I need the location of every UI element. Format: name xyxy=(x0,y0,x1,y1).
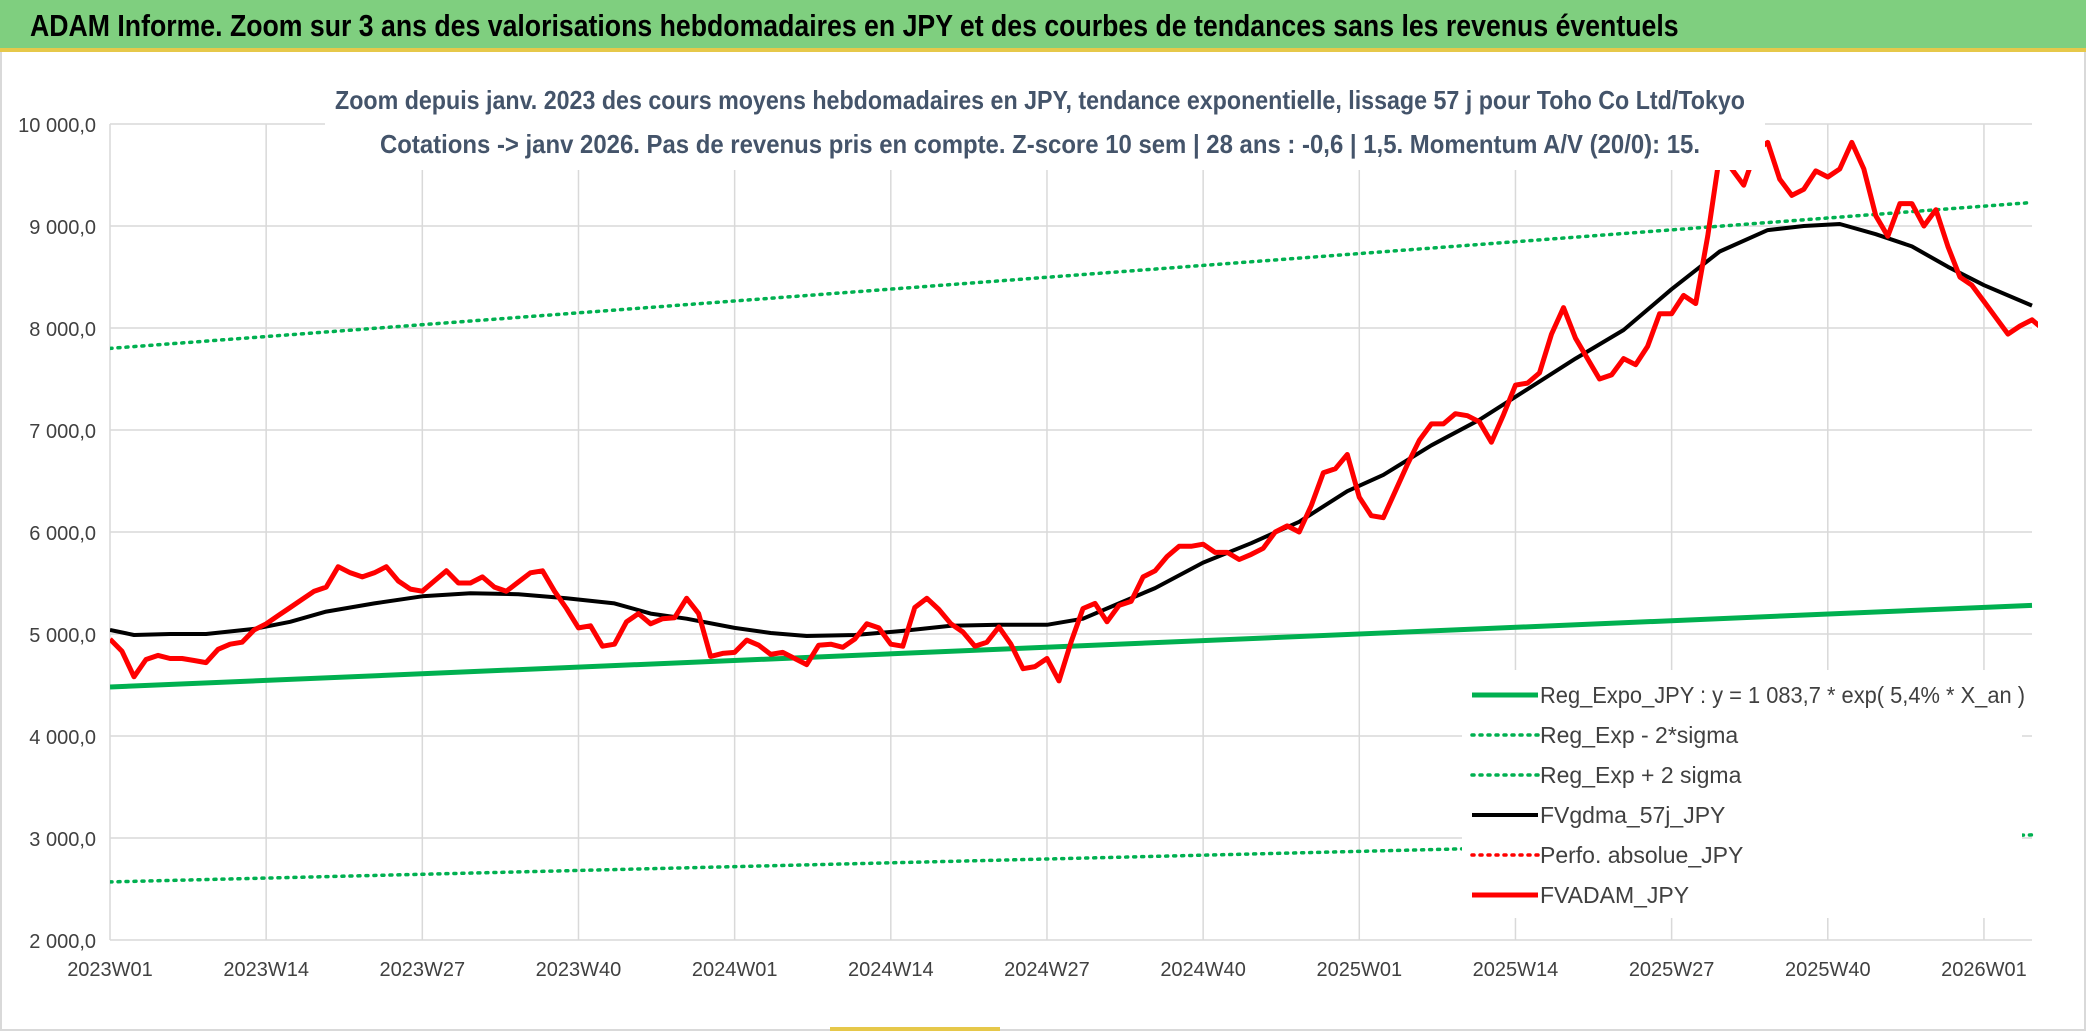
chart-title-line-2: Cotations -> janv 2026. Pas de revenus p… xyxy=(380,129,1700,159)
y-tick-label: 5 000,0 xyxy=(29,625,96,647)
x-tick-label: 2025W01 xyxy=(1316,959,1402,981)
chart-title-line-1: Zoom depuis janv. 2023 des cours moyens … xyxy=(335,85,1745,115)
y-tick-label: 3 000,0 xyxy=(29,829,96,851)
y-tick-label: 4 000,0 xyxy=(29,727,96,749)
x-tick-label: 2023W14 xyxy=(223,959,309,981)
banner-title: ADAM Informe. Zoom sur 3 ans des valoris… xyxy=(30,8,1679,43)
x-tick-label: 2024W01 xyxy=(692,959,778,981)
axis-labels: 2 000,0 3 000,0 4 000,0 5 000,0 6 000,0 7 000… xyxy=(18,115,2027,981)
y-tick-label: 9 000,0 xyxy=(29,217,96,239)
y-tick-label: 10 000,0 xyxy=(18,115,96,137)
bottom-accent-mark xyxy=(830,1027,1000,1031)
legend-entry-label: Reg_Expo_JPY : y = 1 083,7 * exp( 5,4% *… xyxy=(1540,682,2025,708)
x-tick-label: 2026W01 xyxy=(1941,959,2027,981)
legend-entry-label: Reg_Exp + 2 sigma xyxy=(1540,762,1742,788)
chart-title-block: Zoom depuis janv. 2023 des cours moyens … xyxy=(325,76,1765,170)
x-tick-label: 2024W27 xyxy=(1004,959,1090,981)
legend-entry-label: Reg_Exp - 2*sigma xyxy=(1540,722,1738,748)
legend-background xyxy=(1462,670,2022,918)
legend-entry-label: Perfo. absolue_JPY xyxy=(1540,842,1743,868)
legend-entry-label: FVgdma_57j_JPY xyxy=(1540,802,1725,828)
series-line-3 xyxy=(110,222,2033,638)
header-banner: ADAM Informe. Zoom sur 3 ans des valoris… xyxy=(0,0,2086,52)
x-tick-label: 2024W14 xyxy=(848,959,934,981)
y-tick-label: 7 000,0 xyxy=(29,421,96,443)
y-tick-label: 2 000,0 xyxy=(29,931,96,953)
y-tick-label: 6 000,0 xyxy=(29,523,96,545)
x-tick-label: 2024W40 xyxy=(1160,959,1246,981)
x-tick-label: 2025W40 xyxy=(1785,959,1871,981)
legend: Reg_Expo_JPY : y = 1 083,7 * exp( 5,4% *… xyxy=(1462,670,2025,918)
series-line-2 xyxy=(110,200,2034,351)
legend-entry-label: FVADAM_JPY xyxy=(1540,882,1689,908)
x-tick-label: 2023W01 xyxy=(67,959,153,981)
x-tick-label: 2025W27 xyxy=(1629,959,1715,981)
x-tick-label: 2023W40 xyxy=(536,959,622,981)
x-tick-label: 2023W27 xyxy=(380,959,466,981)
y-tick-label: 8 000,0 xyxy=(29,319,96,341)
chart-title-background xyxy=(325,76,1765,170)
x-tick-label: 2025W14 xyxy=(1473,959,1559,981)
